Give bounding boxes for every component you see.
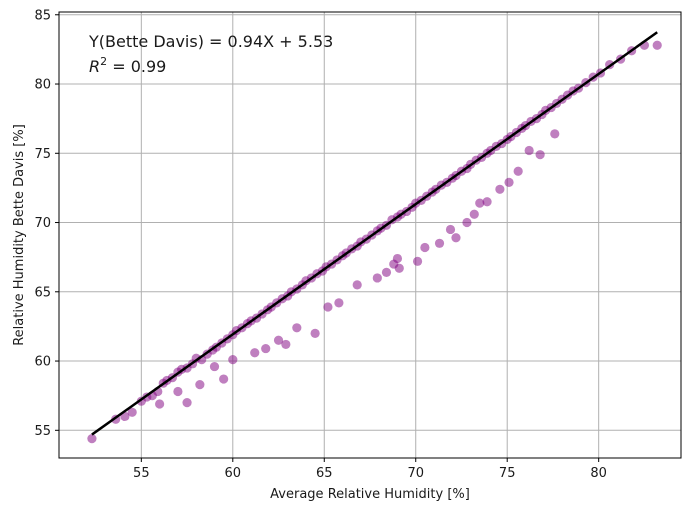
data-point — [445, 224, 456, 235]
data-point — [182, 397, 192, 408]
data-point — [392, 253, 403, 264]
data-point — [495, 184, 505, 194]
data-point — [513, 166, 523, 176]
r-squared-value: 0.99 — [131, 57, 167, 76]
data-point — [281, 339, 291, 350]
data-point — [482, 197, 492, 207]
regression-line — [91, 31, 658, 436]
data-point — [352, 280, 362, 290]
data-point — [228, 355, 238, 365]
data-point — [550, 129, 560, 139]
data-point — [535, 150, 545, 160]
data-point — [372, 273, 382, 283]
data-point — [273, 335, 284, 345]
r-squared-annotation: R2 = 0.99 — [89, 55, 166, 76]
axis-ticks: 55 60 65 70 75 80 55 60 65 70 75 80 85 — [34, 8, 606, 481]
y-tick-label: 65 — [34, 285, 51, 300]
data-point — [155, 399, 165, 409]
data-point — [475, 198, 485, 208]
equation-annotation: Y(Bette Davis) = 0.94X + 5.53 — [88, 32, 333, 51]
data-point — [434, 238, 445, 248]
grid-lines — [59, 12, 681, 458]
data-point — [469, 209, 479, 219]
data-point — [250, 348, 260, 358]
y-axis-title: Relative Humidity Bette Davis [%] — [12, 124, 27, 346]
y-tick-label: 60 — [34, 355, 51, 370]
x-tick-label: 65 — [316, 466, 333, 481]
data-point — [504, 177, 514, 187]
plot-frame — [58, 11, 682, 459]
y-tick-label: 80 — [34, 78, 51, 93]
y-tick-label: 70 — [34, 216, 51, 231]
data-point — [87, 434, 97, 444]
data-point — [420, 242, 430, 253]
data-point — [381, 267, 392, 277]
x-tick-label: 55 — [133, 466, 150, 481]
data-point — [173, 386, 183, 397]
x-tick-label: 70 — [407, 466, 424, 481]
y-tick-label: 55 — [34, 424, 51, 439]
data-point — [219, 374, 229, 384]
data-point — [195, 379, 205, 390]
y-tick-label: 85 — [34, 8, 51, 23]
x-tick-label: 80 — [590, 466, 607, 481]
data-point — [451, 233, 461, 243]
data-point — [412, 256, 423, 266]
data-point — [292, 323, 302, 333]
y-tick-label: 75 — [34, 147, 51, 162]
fit-line — [91, 31, 658, 436]
x-axis-title: Average Relative Humidity [%] — [270, 487, 470, 502]
x-tick-label: 60 — [225, 466, 242, 481]
data-point — [334, 298, 344, 308]
data-point — [394, 263, 404, 273]
data-point — [652, 40, 662, 50]
data-point — [310, 328, 320, 338]
data-point — [323, 302, 333, 312]
x-tick-label: 75 — [499, 466, 516, 481]
data-point — [261, 343, 271, 354]
data-point — [127, 407, 137, 417]
data-point — [209, 361, 220, 372]
data-point — [524, 145, 534, 156]
data-point — [462, 217, 472, 228]
